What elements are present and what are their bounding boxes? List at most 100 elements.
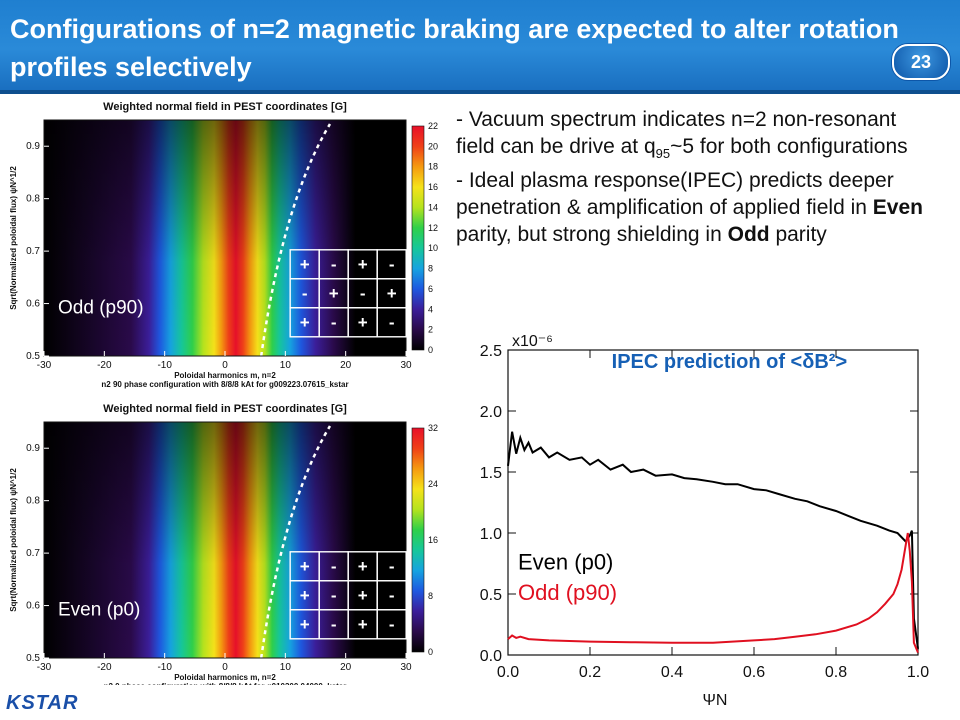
- colorbar-tick-label: 16: [428, 535, 438, 545]
- figure-caption: n2 0 phase configuration with 8/8/8 kAt …: [104, 682, 347, 685]
- parity-sign: +: [300, 557, 310, 576]
- x-tick-label: 30: [400, 360, 412, 371]
- x-axis-label: ΨN: [703, 692, 728, 709]
- colorbar-tick-label: 32: [428, 423, 438, 433]
- colorbar-tick-label: 2: [428, 325, 433, 335]
- series-line-odd: [507, 532, 919, 653]
- legend-entry: Even (p0): [518, 550, 613, 575]
- parity-sign: +: [300, 586, 310, 605]
- bullet-ipec-part2: parity, but strong shielding in: [456, 223, 728, 247]
- parity-sign: +: [358, 586, 368, 605]
- x-tick-label: -30: [37, 360, 52, 371]
- heatmap-shading: [44, 120, 406, 356]
- heatmap-shading: [44, 422, 406, 658]
- y-tick-label: 0.0: [480, 648, 502, 665]
- y-scale-label: x10⁻⁶: [512, 333, 553, 350]
- y-axis-label: Sqrt(Normalized poloidal flux) ψN^1/2: [9, 166, 18, 310]
- slide-title: Configurations of n=2 magnetic braking a…: [10, 14, 899, 82]
- x-tick-label: 0: [222, 360, 228, 371]
- y-tick-label: 0.8: [26, 496, 40, 507]
- bullet-ipec-even: Even: [872, 196, 923, 220]
- colorbar-tick-label: 0: [428, 345, 433, 355]
- config-label: Even (p0): [58, 600, 140, 621]
- x-tick-label: 30: [400, 662, 412, 673]
- parity-sign: -: [331, 557, 337, 576]
- x-axis-label: Poloidal harmonics m, n=2: [174, 371, 276, 380]
- y-tick-label: 0.9: [26, 141, 40, 152]
- y-tick-label: 0.5: [26, 351, 40, 362]
- x-tick-label: 20: [340, 360, 352, 371]
- x-tick-label: 10: [280, 662, 292, 673]
- y-tick-label: 2.0: [480, 404, 502, 421]
- parity-sign: -: [389, 255, 395, 274]
- parity-sign: +: [300, 255, 310, 274]
- bullet-vacuum-suffix: ~5 for both configurations: [670, 135, 908, 158]
- colorbar-tick-label: 8: [428, 591, 433, 601]
- q95-subscript: 95: [655, 146, 671, 162]
- parity-sign: +: [300, 615, 310, 634]
- colorbar-tick-label: 24: [428, 479, 438, 489]
- config-label: Odd (p90): [58, 298, 144, 319]
- parity-sign: +: [300, 313, 310, 332]
- colorbar-tick-label: 16: [428, 182, 438, 192]
- x-tick-label: 10: [280, 360, 292, 371]
- x-tick-label: -10: [157, 360, 172, 371]
- x-tick-label: -30: [37, 662, 52, 673]
- parity-sign: +: [358, 557, 368, 576]
- x-tick-label: 0.2: [579, 664, 601, 681]
- y-tick-label: 1.5: [480, 465, 502, 482]
- bullet-ipec: - Ideal plasma response(IPEC) predicts d…: [456, 167, 926, 248]
- y-tick-label: 2.5: [480, 343, 502, 360]
- series-line-even: [507, 431, 919, 650]
- figure-caption: n2 90 phase configuration with 8/8/8 kAt…: [101, 380, 348, 389]
- bullet-vacuum: - Vacuum spectrum indicates n=2 non-reso…: [456, 106, 926, 167]
- x-tick-label: 0.8: [825, 664, 847, 681]
- parity-grid-cell: [376, 609, 407, 640]
- parity-sign: +: [329, 284, 339, 303]
- x-tick-label: 0.0: [497, 664, 519, 681]
- colorbar-tick-label: 12: [428, 223, 438, 233]
- page-number-badge: 23: [892, 44, 950, 80]
- parity-sign: -: [331, 255, 337, 274]
- parity-sign: -: [331, 615, 337, 634]
- x-tick-label: 20: [340, 662, 352, 673]
- parity-sign: -: [389, 557, 395, 576]
- parity-sign: -: [389, 615, 395, 634]
- parity-grid-cell: [376, 307, 407, 338]
- ipec-chart: 0.0 0.5 1.0 1.5 2.0 2.5 0.0 0.2 0.4 0.6 0.8 1.0 x10⁻…: [460, 330, 940, 720]
- resonance-dashed-curve: [259, 123, 332, 357]
- colorbar-tick-label: 22: [428, 121, 438, 131]
- slide-header: Configurations of n=2 magnetic braking a…: [0, 0, 960, 90]
- bullet-vacuum-prefix: - Vacuum spectrum indicates n=2 non-reso…: [456, 108, 897, 158]
- y-tick-label: 0.6: [26, 601, 40, 612]
- spectrum-title: Weighted normal field in PEST coordinate…: [103, 101, 347, 113]
- kstar-logo: KSTAR: [6, 692, 79, 714]
- y-tick-label: 0.9: [26, 443, 40, 454]
- y-tick-label: 0.5: [480, 587, 502, 604]
- x-tick-label: -10: [157, 662, 172, 673]
- bullet-ipec-part3: parity: [769, 223, 827, 247]
- parity-sign: +: [358, 255, 368, 274]
- colorbar: [411, 125, 425, 351]
- parity-sign: -: [360, 284, 366, 303]
- spectrum-top-figure: Weighted normal field in PEST coordinate…: [9, 101, 438, 389]
- bullet-ipec-part1: - Ideal plasma response(IPEC) predicts d…: [456, 169, 894, 220]
- resonance-dashed-curve: [259, 425, 332, 659]
- chart-title: IPEC prediction of <δB²>: [612, 351, 848, 373]
- x-tick-label: 0.6: [743, 664, 765, 681]
- parity-sign: +: [358, 313, 368, 332]
- colorbar-tick-label: 14: [428, 202, 438, 212]
- spectrum-bottom-figure: Weighted normal field in PEST coordinate…: [9, 403, 438, 685]
- plot-frame: [507, 349, 919, 656]
- colorbar-tick-label: 0: [428, 647, 433, 657]
- bullet-ipec-odd: Odd: [727, 223, 770, 247]
- parity-sign: -: [389, 313, 395, 332]
- x-axis-label: Poloidal harmonics m, n=2: [174, 673, 276, 682]
- parity-sign: -: [389, 586, 395, 605]
- x-tick-label: 0.4: [661, 664, 683, 681]
- x-tick-label: -20: [97, 360, 112, 371]
- y-tick-label: 1.0: [480, 526, 502, 543]
- parity-sign: +: [387, 284, 397, 303]
- y-tick-label: 0.7: [26, 548, 40, 559]
- x-tick-label: -20: [97, 662, 112, 673]
